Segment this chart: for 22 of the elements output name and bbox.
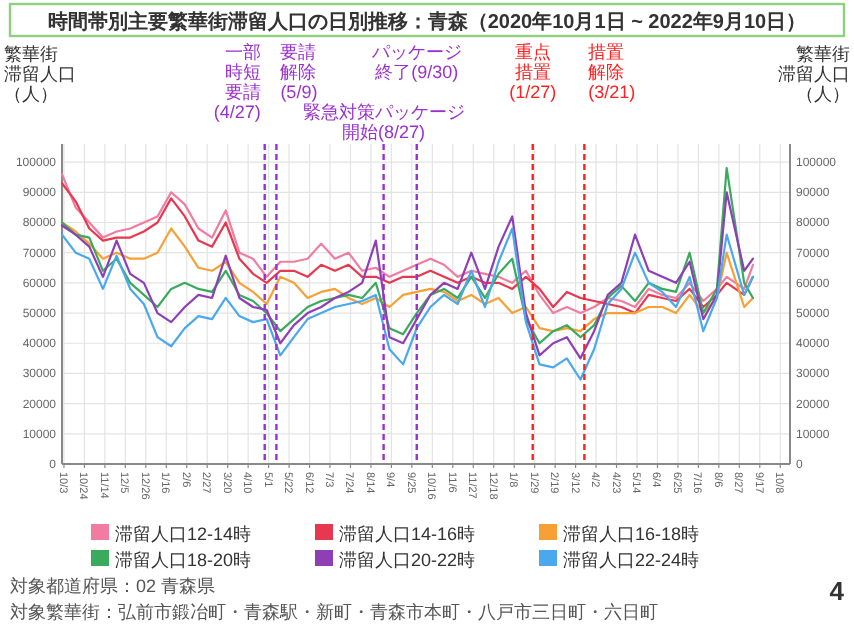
ref-line-label: 措置解除(3/21) — [588, 42, 636, 102]
y-axis-title: 繁華街滞留人口（人） — [4, 44, 76, 104]
legend-label: 滞留人口20-22時 — [339, 550, 476, 570]
line-series — [60, 227, 755, 381]
text: 対象都道府県：02 青森県 — [10, 576, 216, 596]
line-series — [60, 191, 755, 360]
legend-label: 滞留人口14-16時 — [339, 524, 476, 544]
line-series — [60, 221, 755, 333]
legend-label: 滞留人口18-20時 — [115, 550, 252, 570]
legend-label: 滞留人口12-14時 — [115, 524, 252, 544]
chart-title: 時間帯別主要繁華街滞留人口の日別推移：青森（2020年10月1日 ~ 2022年9月10日） — [47, 10, 807, 34]
ref-line-label: 緊急対策パッケージ開始(8/27) — [302, 102, 465, 142]
ref-line-label: 一部時短要請(4/27) — [213, 42, 261, 122]
y2-axis-title: 繁華街滞留人口（人） — [778, 44, 850, 104]
ref-line-label: 要請解除(5/9) — [280, 42, 318, 102]
text: 対象繁華街：弘前市鍛冶町・青森駅・新町・青森市本町・八戸市三日町・六日町 — [10, 602, 658, 622]
text: 4 — [829, 576, 846, 606]
line-series — [60, 167, 755, 345]
legend-label: 滞留人口22-24時 — [563, 550, 700, 570]
legend-label: 滞留人口16-18時 — [563, 524, 700, 544]
ref-line-label: パッケージ終了(9/30) — [369, 42, 462, 82]
ref-line-label: 重点措置(1/27) — [509, 42, 557, 102]
